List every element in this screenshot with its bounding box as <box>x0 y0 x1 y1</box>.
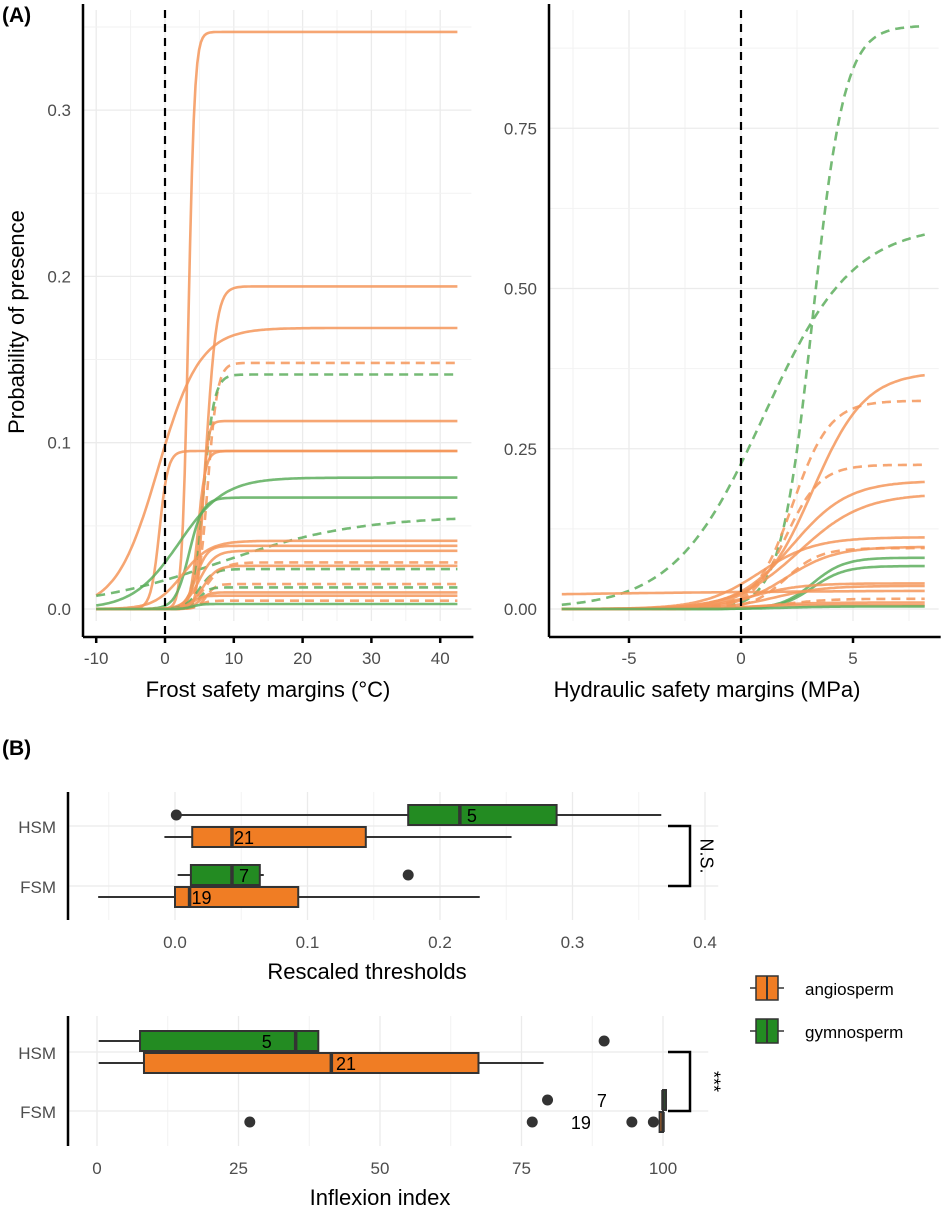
significance-label: N.S. <box>696 838 716 873</box>
panel-label-b: (B) <box>2 737 31 760</box>
legend-item-gymnosperm: gymnosperm <box>750 1018 903 1044</box>
x-tick-label: 0.4 <box>693 933 717 952</box>
y-tick-label: 0.0 <box>47 600 71 619</box>
curve-angiosperm-dashed <box>96 361 458 611</box>
box-hsm-gymnosperm <box>98 1030 610 1052</box>
legend-label-angiosperm: angiosperm <box>805 980 894 999</box>
y-tick-label: HSM <box>18 1044 56 1063</box>
hydraulic-panel: -5 0 5 0.00 0.25 0.50 0.75 <box>504 4 941 668</box>
count-label: 5 <box>467 806 477 826</box>
x-tick-label: 30 <box>362 649 381 668</box>
outlier-point <box>647 1116 659 1128</box>
thresholds-x-axis-title: Rescaled thresholds <box>267 959 466 984</box>
outlier-point <box>626 1116 638 1128</box>
x-tick-label: 0 <box>92 1159 101 1178</box>
y-tick-label: HSM <box>18 818 56 837</box>
box-iqr <box>139 1030 320 1052</box>
count-label: 21 <box>336 1054 356 1074</box>
panel-label-a: (A) <box>2 4 31 27</box>
box-iqr <box>191 826 367 848</box>
outlier-point <box>402 869 414 881</box>
x-tick-label: 20 <box>293 649 312 668</box>
box-iqr <box>142 1052 480 1074</box>
curve-angiosperm <box>95 326 458 597</box>
curve-gymnosperm-dashed <box>561 24 925 611</box>
x-tick-label: -10 <box>84 649 109 668</box>
y-tick-label: 0.00 <box>504 600 537 619</box>
outlier-point <box>542 1094 554 1106</box>
x-tick-label: 40 <box>431 649 450 668</box>
legend-item-angiosperm: angiosperm <box>750 975 894 1001</box>
count-label: 19 <box>192 888 212 908</box>
box-hsm-angiosperm <box>164 826 512 848</box>
significance-bracket <box>668 824 692 888</box>
x-tick-label: 75 <box>512 1159 531 1178</box>
box-fsm-gymnosperm <box>177 864 414 886</box>
x-tick-label: 0.0 <box>163 933 187 952</box>
y-tick-label: 0.25 <box>504 440 537 459</box>
x-tick-label: 0.2 <box>428 933 452 952</box>
box-iqr <box>189 864 261 886</box>
x-tick-label: 0.3 <box>561 933 585 952</box>
box-fsm-angiosperm <box>244 1111 665 1133</box>
hydraulic-x-axis-title: Hydraulic safety margins (MPa) <box>554 677 861 702</box>
curve-angiosperm <box>561 589 925 596</box>
outlier-point <box>244 1116 256 1128</box>
x-tick-label: 100 <box>649 1159 677 1178</box>
inflexion-panel: HSM FSM 0 25 50 75 100 5 21 7 19 *** <box>18 1016 723 1178</box>
x-tick-label: 0 <box>736 649 745 668</box>
legend: angiosperm gymnosperm <box>750 975 903 1044</box>
x-tick-label: 50 <box>371 1159 390 1178</box>
count-label: 19 <box>571 1113 591 1133</box>
x-tick-label: 0 <box>160 649 169 668</box>
curve-gymnosperm <box>96 602 458 611</box>
frost-x-axis-title: Frost safety margins (°C) <box>146 677 391 702</box>
outlier-point <box>170 809 182 821</box>
y-tick-label: 0.50 <box>504 280 537 299</box>
legend-label-gymnosperm: gymnosperm <box>805 1023 903 1042</box>
frost-panel: -10 0 10 20 30 40 0.0 0.1 0.2 0.3 <box>47 4 474 668</box>
box-hsm-gymnosperm <box>170 804 662 826</box>
count-label: 5 <box>262 1032 272 1052</box>
x-tick-label: 0.1 <box>296 933 320 952</box>
curve-angiosperm <box>561 373 925 611</box>
y-tick-label: FSM <box>20 878 56 897</box>
count-label: 21 <box>234 828 254 848</box>
y-tick-label: 0.3 <box>47 101 71 120</box>
curve-gymnosperm <box>95 476 458 607</box>
y-tick-label: 0.1 <box>47 434 71 453</box>
curve-angiosperm <box>96 539 458 611</box>
count-label: 7 <box>597 1091 607 1111</box>
x-tick-label: 25 <box>229 1159 248 1178</box>
y-tick-label: 0.2 <box>47 267 71 286</box>
inflexion-x-axis-title: Inflexion index <box>310 1185 451 1210</box>
curve-gymnosperm <box>561 605 925 611</box>
box-hsm-angiosperm <box>98 1052 544 1074</box>
significance-label: *** <box>703 1071 723 1092</box>
x-tick-label: 10 <box>224 649 243 668</box>
box-fsm-angiosperm <box>98 886 480 908</box>
outlier-point <box>526 1116 538 1128</box>
box-fsm-gymnosperm <box>542 1089 667 1111</box>
y-tick-label: FSM <box>20 1103 56 1122</box>
curve-gymnosperm-dashed <box>95 517 458 598</box>
box-iqr <box>407 804 558 826</box>
thresholds-panel: HSM FSM 0.0 0.1 0.2 0.3 0.4 5 21 7 19 N.S. <box>18 792 719 952</box>
significance-bracket <box>668 1050 692 1113</box>
count-label: 7 <box>239 866 249 886</box>
outlier-point <box>598 1035 610 1047</box>
box-iqr <box>174 886 300 908</box>
x-tick-label: -5 <box>621 649 636 668</box>
x-tick-label: 5 <box>848 649 857 668</box>
curve-angiosperm <box>96 285 458 611</box>
y-tick-label: 0.75 <box>504 119 537 138</box>
y-axis-title: Probability of presence <box>4 210 29 434</box>
